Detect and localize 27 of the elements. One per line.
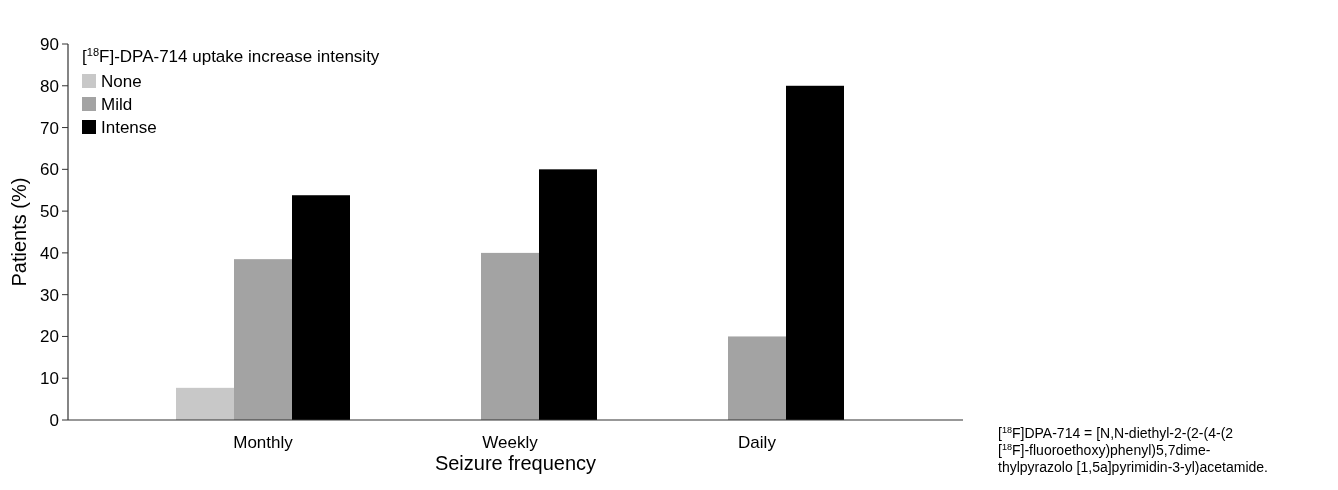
x-tick-label: Daily — [738, 433, 777, 452]
y-tick-label: 60 — [40, 160, 59, 180]
legend-title: [$^{18}$F]-DPA-714 uptake increase intensity — [82, 46, 380, 66]
y-tick-label: 10 — [40, 369, 59, 389]
y-tick-label: 50 — [40, 202, 59, 222]
y-tick-label: 0 — [49, 410, 59, 430]
y-tick-label: 80 — [40, 76, 59, 96]
bar — [176, 387, 234, 420]
y-tick-label: 30 — [40, 285, 59, 305]
y-axis-title: Patients (%) — [8, 177, 30, 287]
y-tick-label: 90 — [40, 34, 59, 54]
bar — [786, 85, 844, 420]
y-tick-label: 70 — [40, 118, 59, 138]
y-tick-label: 40 — [40, 243, 59, 263]
bar — [234, 259, 292, 420]
legend-label: Mild — [101, 94, 133, 114]
legend-label: Intense — [101, 117, 157, 137]
bar — [292, 195, 350, 420]
legend-label: None — [101, 71, 142, 91]
text: [$^{18}$F]DPA-714 = [N,N-diethyl-2-(2-(4-(2 [$^{18}$F]-fluoroethoxy)phenyl)5,7dime- thylpyrazolo [1,5a]pyrimidin-3-yl)acetamide. — [998, 425, 1268, 475]
y-tick-label: 20 — [40, 327, 59, 347]
x-axis-title: Seizure frequency — [434, 452, 597, 474]
bar — [481, 252, 539, 420]
x-tick-label: Monthly — [233, 433, 294, 452]
x-tick-label: Weekly — [482, 433, 539, 452]
bar — [539, 169, 597, 420]
bar — [728, 336, 786, 420]
